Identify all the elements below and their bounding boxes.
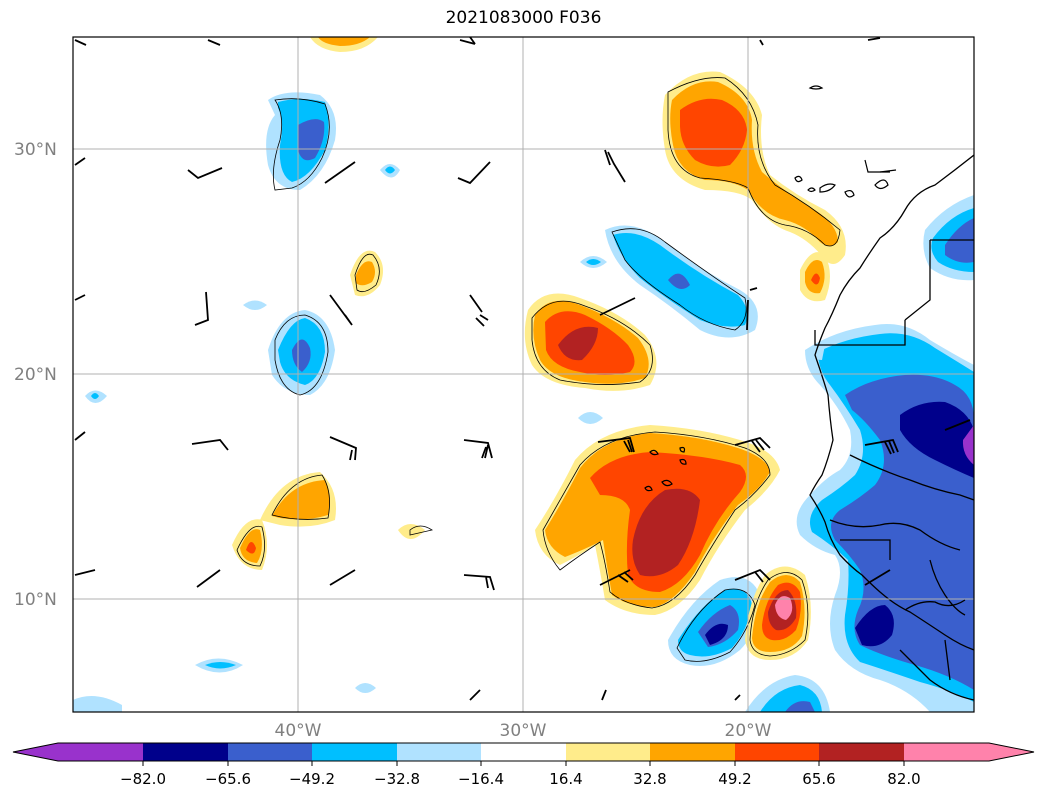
colorbar-tick-label: −32.8: [374, 770, 420, 788]
colorbar-tick-label: 65.6: [802, 770, 835, 788]
colorbar: −82.0 −65.6 −49.2 −32.8 −16.4 16.4 32.8 …: [12, 742, 1035, 788]
colorbar-tick-label: 16.4: [549, 770, 582, 788]
lon-label-20w: 20°W: [725, 721, 772, 741]
lat-labels: 30°N 20°N 10°N: [14, 140, 57, 610]
colorbar-tick-label: 49.2: [718, 770, 751, 788]
lon-labels: 40°W 30°W 20°W: [275, 721, 772, 741]
colorbar-tick-label: −49.2: [289, 770, 335, 788]
colorbar-extend-high: [989, 743, 1034, 761]
wind-barbs: [74, 37, 971, 701]
coastlines: [809, 154, 974, 701]
positive-contours: [232, 37, 846, 660]
colorbar-seg-5: [397, 743, 481, 761]
map-title: 2021083000 F036: [445, 8, 602, 28]
colorbar-seg-10: [819, 743, 904, 761]
lat-label-30n: 30°N: [14, 140, 57, 160]
colorbar-tick-label: 82.0: [887, 770, 920, 788]
colorbar-seg-8: [650, 743, 735, 761]
map-frame: [72, 36, 975, 713]
colorbar-seg-2: [143, 743, 228, 761]
colorbar-tick-label: −65.6: [205, 770, 251, 788]
lat-label-10n: 10°N: [14, 590, 57, 610]
gridlines: [73, 37, 974, 712]
colorbar-seg-3: [228, 743, 312, 761]
lat-label-20n: 20°N: [14, 365, 57, 385]
colorbar-extend-low: [13, 743, 58, 761]
colorbar-seg-7: [566, 743, 650, 761]
colorbar-tick-label: 32.8: [633, 770, 666, 788]
colorbar-outline: [12, 742, 1035, 762]
colorbar-ticks: [142, 761, 905, 766]
colorbar-seg-4: [312, 743, 397, 761]
lon-label-40w: 40°W: [275, 721, 322, 741]
lon-label-30w: 30°W: [500, 721, 547, 741]
colorbar-tick-label: −16.4: [458, 770, 504, 788]
colorbar-seg-9: [735, 743, 819, 761]
colorbar-seg-6: [481, 743, 566, 761]
canary-islands: [644, 85, 897, 492]
colorbar-tick-label: −82.0: [120, 770, 166, 788]
map-panel[interactable]: [73, 37, 974, 712]
contour-lines: [236, 77, 841, 662]
colorbar-seg-1: [58, 743, 143, 761]
colorbar-seg-11: [904, 743, 989, 761]
